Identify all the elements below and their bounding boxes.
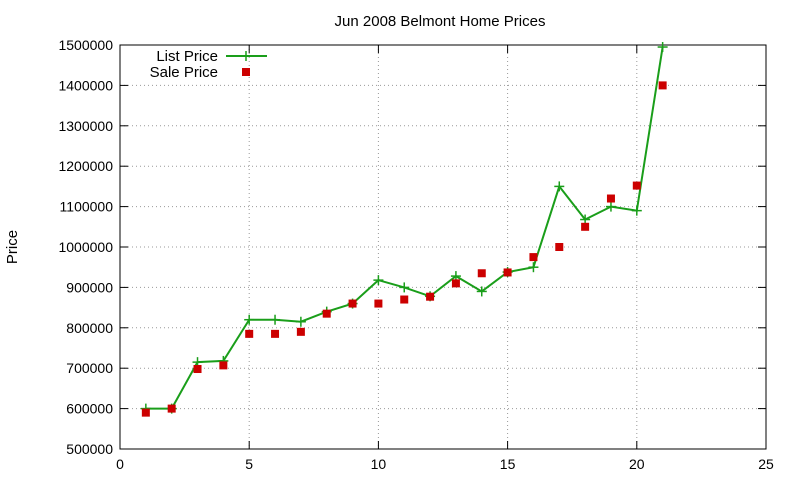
sale-price-point — [245, 329, 254, 338]
sale-price-point — [141, 408, 150, 417]
y-tick-label: 600000 — [66, 401, 113, 417]
sale-price-point — [451, 279, 460, 288]
sale-price-point — [477, 269, 486, 278]
list-price-point — [373, 275, 384, 286]
y-axis-ticks: 500000 600000 700000 800000 900000 1000000 110… — [58, 37, 766, 457]
sale-price-point — [529, 253, 538, 262]
list-price-point — [657, 42, 668, 53]
y-tick-label: 1300000 — [58, 118, 113, 134]
grid — [120, 45, 766, 449]
plot-border — [119, 44, 767, 450]
x-tick-label: 20 — [629, 456, 645, 472]
sale-price-point — [374, 299, 383, 308]
y-axis-label: Price — [4, 230, 21, 264]
x-tick-label: 25 — [758, 456, 774, 472]
sale-price-point — [426, 292, 435, 301]
legend-plus-marker — [241, 51, 251, 61]
legend-label: Sale Price — [150, 64, 218, 81]
sale-price-point — [296, 327, 305, 336]
sale-price-point — [555, 243, 564, 251]
sale-price-point — [658, 81, 667, 90]
sale-price-point — [400, 295, 409, 304]
sale-price-point — [193, 365, 202, 374]
y-tick-label: 1100000 — [60, 199, 114, 215]
y-tick-label: 1500000 — [58, 37, 113, 53]
list-price-point — [528, 262, 539, 273]
y-tick-label: 700000 — [66, 360, 113, 376]
x-tick-label: 5 — [245, 456, 253, 472]
sale-price-point — [322, 309, 331, 318]
x-tick-label: 15 — [500, 456, 516, 472]
list-price-point — [476, 286, 487, 297]
sale-price-point — [632, 181, 641, 190]
legend-square-marker — [242, 68, 250, 76]
sale-price-point — [606, 194, 615, 203]
legend-label: List Price — [156, 48, 218, 65]
y-tick-label: 900000 — [66, 279, 113, 295]
x-axis-ticks: 0 5 10 15 20 25 — [116, 45, 774, 472]
chart-title: Jun 2008 Belmont Home Prices — [335, 13, 546, 30]
list-price-point — [554, 181, 565, 192]
sale-price-point — [503, 268, 512, 277]
sale-price-point — [271, 329, 280, 338]
y-tick-label: 1200000 — [58, 158, 113, 174]
list-price-point — [605, 201, 616, 212]
x-tick-label: 10 — [371, 456, 387, 472]
y-tick-label: 800000 — [66, 320, 113, 336]
list-price-point — [270, 314, 281, 325]
y-tick-label: 1000000 — [58, 239, 113, 255]
list-price-point — [244, 314, 255, 325]
list-price-point — [399, 282, 410, 293]
sale-price-point — [581, 222, 590, 231]
list-price-point — [295, 316, 306, 327]
series — [140, 42, 668, 417]
sale-price-point — [219, 361, 228, 370]
list-price-point — [631, 205, 642, 216]
x-tick-label: 0 — [116, 456, 124, 472]
y-tick-label: 500000 — [66, 441, 113, 457]
sale-price-point — [348, 299, 357, 308]
y-tick-label: 1400000 — [58, 77, 113, 93]
sale-price-point — [167, 404, 176, 413]
